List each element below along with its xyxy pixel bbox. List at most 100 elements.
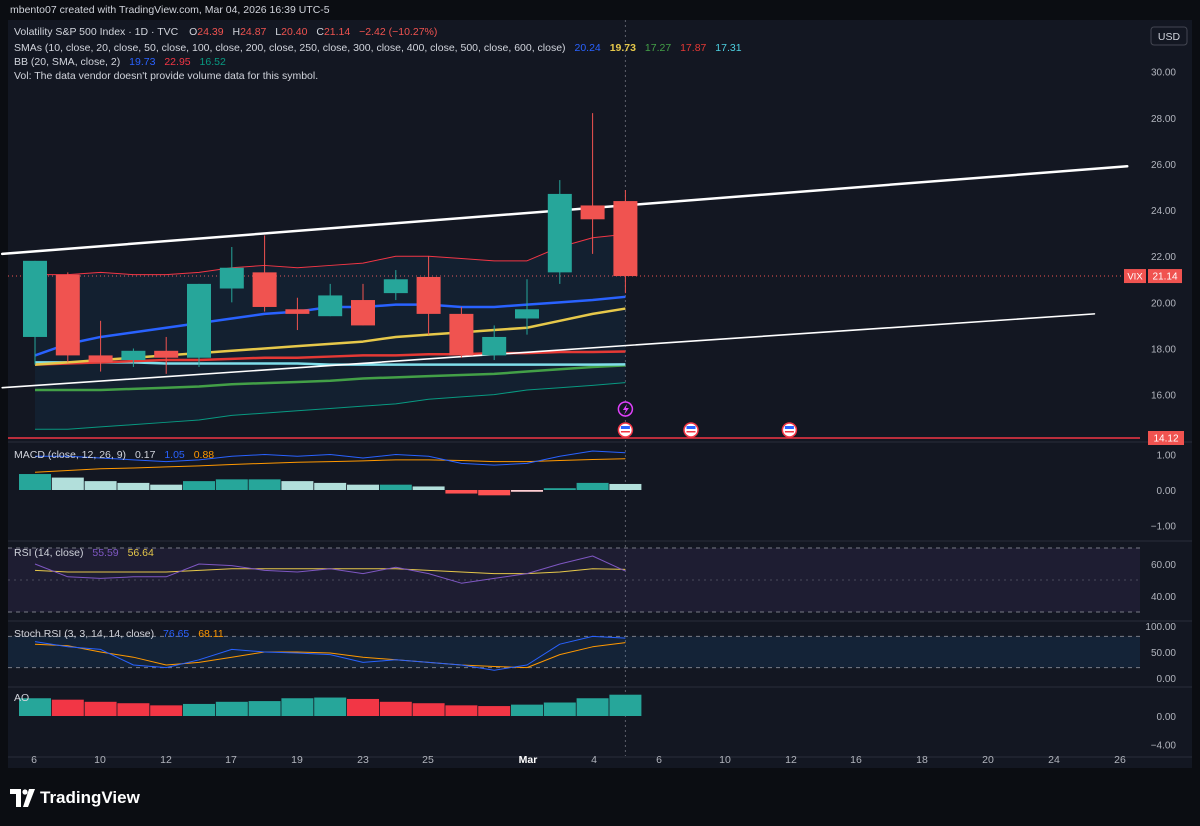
macd-value-hist: 0.17 <box>135 449 156 461</box>
macd-histogram-bar <box>183 481 215 490</box>
macd-legend: MACD (close, 12, 26, 9) 0.17 1.05 0.88 <box>14 449 214 461</box>
macd-tick-label: −1.00 <box>1151 522 1177 533</box>
ao-histogram-bar <box>51 699 84 716</box>
stoch-k-line <box>34 635 626 671</box>
ao-tick-label: 0.00 <box>1157 712 1177 723</box>
plot-background <box>8 20 1140 768</box>
vol-note: Vol: The data vendor doesn't provide vol… <box>14 70 318 82</box>
price-tick-label: 16.00 <box>1151 391 1176 402</box>
us-flag-icon <box>683 422 699 438</box>
price-tick-label: 18.00 <box>1151 344 1176 355</box>
rsi-legend: RSI (14, close) 55.59 56.64 <box>14 547 154 559</box>
us-flag-marker-3 <box>781 422 798 438</box>
candle-body <box>416 276 441 314</box>
ao-histogram-bar <box>19 698 51 716</box>
macd-histogram-bar <box>248 479 281 490</box>
time-tick-label: 12 <box>160 754 172 766</box>
candle-body <box>449 313 474 356</box>
tradingview-logo[interactable]: TradingView <box>10 788 141 807</box>
level-tag-box <box>1148 431 1184 445</box>
stoch-tick-label: 50.00 <box>1151 648 1176 659</box>
ao-histogram-bar <box>379 701 412 716</box>
time-tick-label: 26 <box>1114 754 1126 766</box>
sma-green-line <box>35 364 626 392</box>
price-tick-label: 22.00 <box>1151 252 1176 263</box>
rsi-ma-value: 56.64 <box>128 547 154 559</box>
macd-histogram-bar <box>609 483 642 490</box>
sma-value-1: 20.24 <box>574 42 600 54</box>
bb-upper-line <box>35 233 626 276</box>
candle-body <box>187 283 211 358</box>
time-tick-label: 17 <box>225 754 237 766</box>
ao-histogram-bar <box>281 698 314 716</box>
candle <box>252 235 277 312</box>
last-price-symbol-box <box>1124 269 1146 284</box>
macd-histogram-bar <box>117 482 150 490</box>
macd-histogram-bar <box>281 481 314 490</box>
tradingview-logo-icon <box>10 789 35 807</box>
time-tick-label: 19 <box>291 754 303 766</box>
us-flag-stripe <box>686 431 696 433</box>
candle-body <box>613 201 638 277</box>
rsi-line <box>34 555 626 584</box>
stoch-rsi-pane <box>8 635 1140 671</box>
candle <box>187 283 211 367</box>
macd-tick-label: 0.00 <box>1157 486 1177 497</box>
ohlc-low-label: L <box>275 26 281 38</box>
candle <box>515 279 539 335</box>
rsi-tick-label: 40.00 <box>1151 592 1176 603</box>
level-tag-value: 14.12 <box>1153 434 1178 445</box>
price-tick-label: 28.00 <box>1151 114 1176 125</box>
currency-button-frame[interactable] <box>1150 26 1188 46</box>
rsi-label: RSI (14, close) <box>14 547 83 559</box>
ohlc-open-value: 24.39 <box>197 26 223 38</box>
ao-histogram-bar <box>150 705 183 716</box>
sma-value-5: 17.31 <box>715 42 741 54</box>
macd-histogram-bar <box>478 490 511 496</box>
ohlc-high-value: 24.87 <box>240 26 266 38</box>
macd-histogram-bar <box>19 474 51 490</box>
us-flag-canton <box>784 426 794 429</box>
ao-histogram-bar <box>609 694 642 716</box>
time-tick-label: 10 <box>94 754 106 766</box>
bb-fill <box>35 234 626 430</box>
ao-tick-label: −4.00 <box>1151 740 1177 751</box>
macd-histogram-bar <box>412 486 445 490</box>
bb-value-basis: 19.73 <box>129 56 155 68</box>
time-tick-label: 20 <box>982 754 994 766</box>
bb-value-lower: 16.52 <box>200 56 226 68</box>
us-flag-marker-2 <box>683 422 699 438</box>
ao-histogram-bar <box>215 701 248 716</box>
level-tag: 14.12 <box>1148 431 1184 445</box>
macd-histogram-bar <box>215 479 248 490</box>
candle-body <box>482 336 507 356</box>
currency-button[interactable]: USD <box>1150 26 1188 46</box>
macd-label: MACD (close, 12, 26, 9) <box>14 449 126 461</box>
candle <box>449 306 474 358</box>
sma-legend: SMAs (10, close, 20, close, 50, close, 1… <box>14 42 742 54</box>
ao-histogram-bar <box>478 706 511 716</box>
bb-label: BB (20, SMA, close, 2) <box>14 56 120 68</box>
macd-value-signal: 0.88 <box>194 449 215 461</box>
sma-label: SMAs (10, close, 20, close, 50, close, 1… <box>14 42 566 54</box>
us-flag-marker-1 <box>617 422 634 438</box>
bb-legend: BB (20, SMA, close, 2) 19.73 22.95 16.52 <box>14 56 226 68</box>
ao-histogram-bar <box>576 698 609 716</box>
stoch-label: Stoch RSI (3, 3, 14, 14, close) <box>14 628 154 640</box>
sma-value-2: 19.73 <box>610 42 636 54</box>
ao-legend: AO <box>14 692 29 704</box>
candle <box>383 270 408 301</box>
stoch-tick-label: 0.00 <box>1157 674 1177 685</box>
ao-pane <box>19 694 642 716</box>
price-tick-label: 30.00 <box>1151 68 1176 79</box>
stoch-k-value: 76.65 <box>163 628 189 640</box>
price-tick-label: 24.00 <box>1151 206 1176 217</box>
ao-histogram-bar <box>412 703 445 716</box>
candle-body <box>219 267 244 289</box>
currency-button-label[interactable]: USD <box>1158 31 1181 43</box>
macd-histogram-bar <box>84 481 117 490</box>
macd-line <box>35 450 626 466</box>
candle <box>318 283 343 317</box>
candle <box>580 113 605 254</box>
